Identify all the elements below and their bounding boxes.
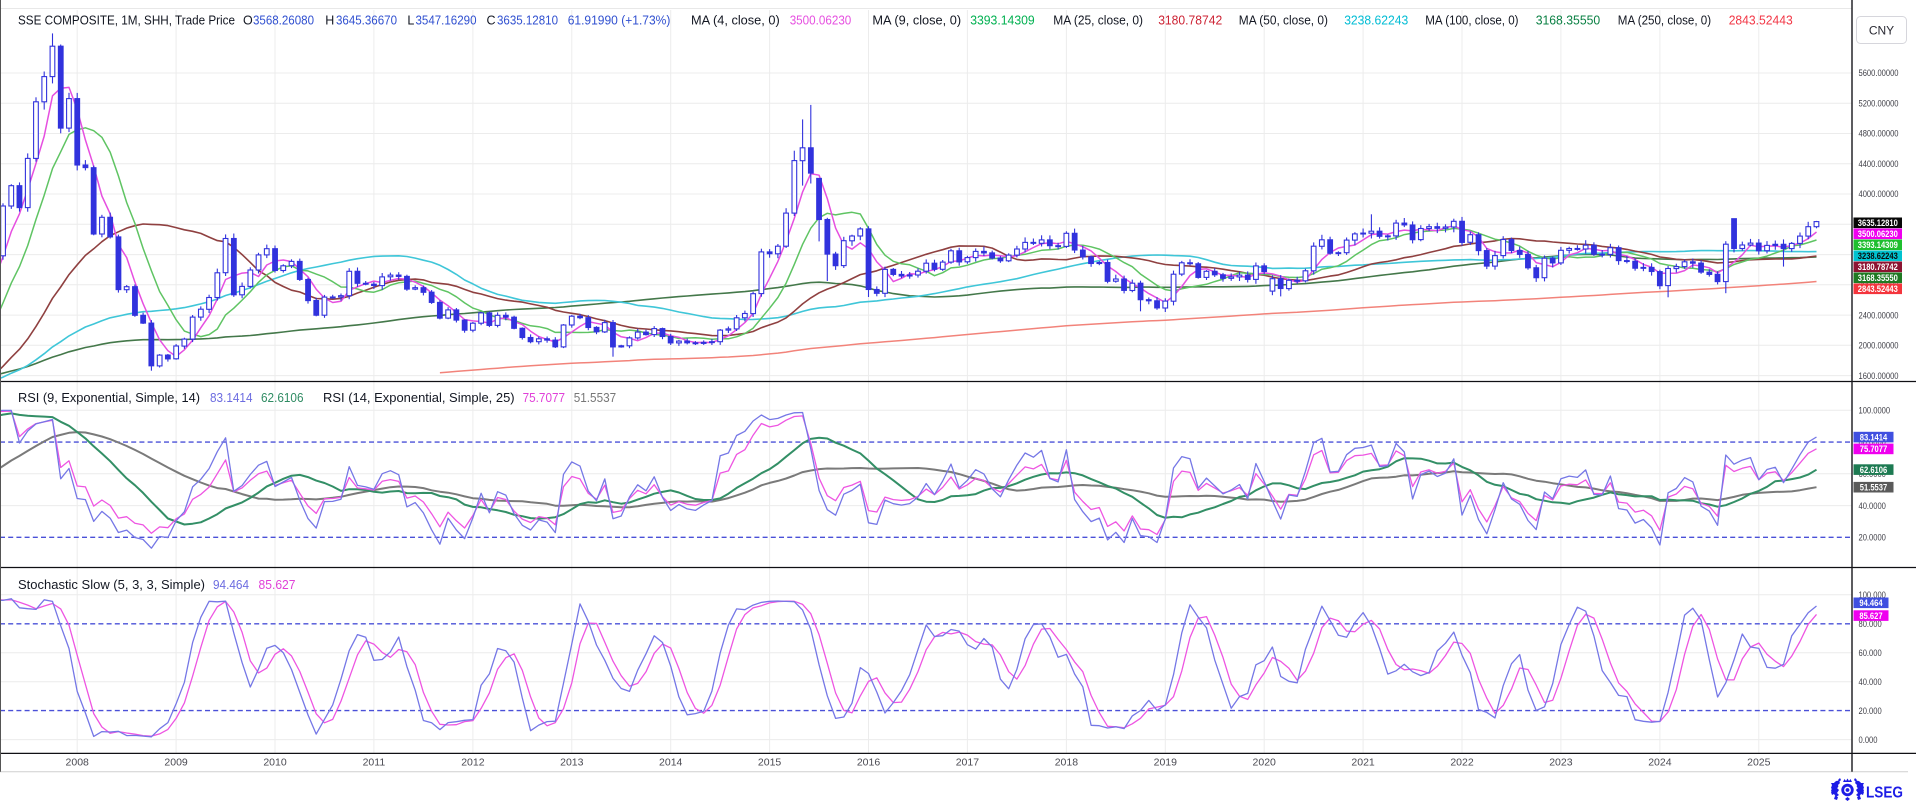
svg-text:83.1414: 83.1414 xyxy=(1860,432,1887,442)
svg-text:5600.00000: 5600.00000 xyxy=(1859,68,1899,79)
svg-text:H: H xyxy=(325,14,334,28)
svg-text:40.0000: 40.0000 xyxy=(1859,501,1886,512)
svg-text:20.000: 20.000 xyxy=(1859,706,1882,717)
svg-text:L: L xyxy=(407,14,414,28)
svg-text:CNY: CNY xyxy=(1869,24,1894,38)
svg-text:2022: 2022 xyxy=(1450,757,1474,769)
svg-text:LSEG: LSEG xyxy=(1866,785,1903,802)
svg-text:75.7077: 75.7077 xyxy=(523,391,566,405)
svg-text:2025: 2025 xyxy=(1747,757,1771,769)
svg-text:2019: 2019 xyxy=(1154,757,1178,769)
svg-text:0.000: 0.000 xyxy=(1859,735,1878,746)
svg-text:MA (4, close, 0): MA (4, close, 0) xyxy=(691,14,780,28)
svg-text:100.0000: 100.0000 xyxy=(1859,406,1891,417)
svg-text:SSE COMPOSITE, 1M, SHH, Trade: SSE COMPOSITE, 1M, SHH, Trade Price xyxy=(18,14,235,28)
svg-text:51.5537: 51.5537 xyxy=(574,391,617,405)
svg-text:2014: 2014 xyxy=(659,757,683,769)
svg-text:3547.16290: 3547.16290 xyxy=(416,14,477,28)
svg-text:85.627: 85.627 xyxy=(1859,611,1882,621)
svg-text:2021: 2021 xyxy=(1351,757,1375,769)
svg-text:2010: 2010 xyxy=(263,757,287,769)
svg-text:75.7077: 75.7077 xyxy=(1860,444,1887,454)
svg-text:80.000: 80.000 xyxy=(1859,619,1882,630)
svg-text:2023: 2023 xyxy=(1549,757,1573,769)
svg-text:2843.52443: 2843.52443 xyxy=(1858,284,1898,294)
svg-text:51.5537: 51.5537 xyxy=(1860,482,1887,492)
svg-text:3393.14309: 3393.14309 xyxy=(970,14,1035,28)
svg-text:94.464: 94.464 xyxy=(213,578,249,592)
svg-text:5200.00000: 5200.00000 xyxy=(1859,99,1899,110)
svg-text:83.1414: 83.1414 xyxy=(210,391,253,405)
svg-text:O: O xyxy=(243,14,253,28)
svg-text:62.6106: 62.6106 xyxy=(1860,465,1887,475)
svg-text:2843.52443: 2843.52443 xyxy=(1729,14,1793,28)
svg-text:2012: 2012 xyxy=(461,757,485,769)
svg-text:2020: 2020 xyxy=(1253,757,1277,769)
svg-text:3180.78742: 3180.78742 xyxy=(1858,262,1898,272)
svg-text:2016: 2016 xyxy=(857,757,881,769)
svg-text:3635.12810: 3635.12810 xyxy=(1858,218,1898,228)
svg-text:3238.62243: 3238.62243 xyxy=(1344,14,1408,28)
svg-text:RSI (9, Exponential, Simple, 1: RSI (9, Exponential, Simple, 14) xyxy=(18,391,200,405)
svg-text:61.91990 (+1.73%): 61.91990 (+1.73%) xyxy=(568,14,671,28)
svg-text:2024: 2024 xyxy=(1648,757,1672,769)
svg-text:3238.62243: 3238.62243 xyxy=(1858,251,1898,261)
svg-text:100.000: 100.000 xyxy=(1859,590,1886,601)
svg-text:3180.78742: 3180.78742 xyxy=(1158,14,1222,28)
svg-text:62.6106: 62.6106 xyxy=(261,391,304,405)
svg-text:85.627: 85.627 xyxy=(259,578,296,592)
svg-text:MA (50, close, 0): MA (50, close, 0) xyxy=(1239,14,1328,28)
svg-text:MA (250, close, 0): MA (250, close, 0) xyxy=(1618,14,1711,28)
svg-text:MA (9, close, 0): MA (9, close, 0) xyxy=(872,14,961,28)
svg-text:2400.00000: 2400.00000 xyxy=(1859,310,1899,321)
svg-text:2000.00000: 2000.00000 xyxy=(1859,341,1899,352)
svg-text:2018: 2018 xyxy=(1055,757,1079,769)
svg-text:3168.35550: 3168.35550 xyxy=(1858,273,1898,283)
svg-text:2008: 2008 xyxy=(66,757,90,769)
svg-text:2009: 2009 xyxy=(164,757,188,769)
svg-text:3500.06230: 3500.06230 xyxy=(790,14,852,28)
svg-text:94.464: 94.464 xyxy=(1859,598,1882,608)
svg-text:60.000: 60.000 xyxy=(1859,648,1882,659)
svg-text:2011: 2011 xyxy=(363,757,386,769)
svg-text:2015: 2015 xyxy=(758,757,782,769)
svg-text:4800.00000: 4800.00000 xyxy=(1859,129,1899,140)
svg-text:2017: 2017 xyxy=(956,757,980,769)
svg-text:C: C xyxy=(487,14,496,28)
svg-text:20.0000: 20.0000 xyxy=(1859,533,1886,544)
svg-text:3393.14309: 3393.14309 xyxy=(1858,240,1898,250)
svg-text:Stochastic Slow (5, 3, 3, Simp: Stochastic Slow (5, 3, 3, Simple) xyxy=(18,578,205,592)
svg-text:3168.35550: 3168.35550 xyxy=(1536,14,1601,28)
svg-text:4000.00000: 4000.00000 xyxy=(1859,189,1899,200)
svg-text:1600.00000: 1600.00000 xyxy=(1859,371,1899,382)
svg-text:40.000: 40.000 xyxy=(1859,677,1882,688)
svg-text:80.0000: 80.0000 xyxy=(1859,437,1886,448)
svg-text:3568.26080: 3568.26080 xyxy=(253,14,314,28)
svg-text:3635.12810: 3635.12810 xyxy=(497,14,558,28)
svg-text:MA (25, close, 0): MA (25, close, 0) xyxy=(1053,14,1143,28)
svg-text:3500.06230: 3500.06230 xyxy=(1858,229,1898,239)
svg-text:2013: 2013 xyxy=(560,757,584,769)
svg-text:RSI (14, Exponential, Simple,: RSI (14, Exponential, Simple, 25) xyxy=(323,391,515,405)
svg-text:MA (100, close, 0): MA (100, close, 0) xyxy=(1425,14,1518,28)
svg-text:4400.00000: 4400.00000 xyxy=(1859,159,1899,170)
svg-text:3645.36670: 3645.36670 xyxy=(336,14,397,28)
